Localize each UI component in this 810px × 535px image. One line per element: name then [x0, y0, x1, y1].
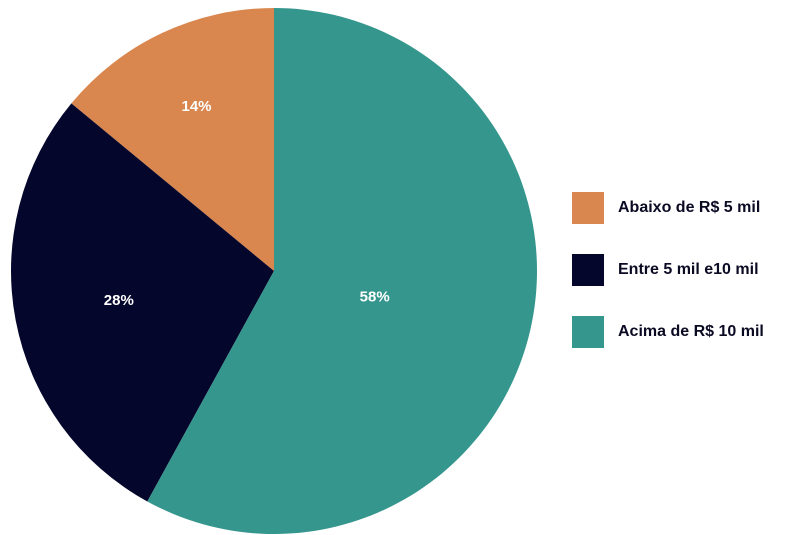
pie-slice-labels: 14% 28% 58%: [104, 98, 390, 309]
legend-label-entre: Entre 5 mil e10 mil: [618, 261, 759, 278]
legend-label-acima: Acima de R$ 10 mil: [618, 323, 764, 340]
pie-slices: [11, 8, 537, 534]
legend-swatch-acima: [572, 316, 604, 348]
pie-slice-label-acima: 58%: [360, 288, 390, 305]
legend: Abaixo de R$ 5 mil Entre 5 mil e10 mil A…: [572, 192, 810, 378]
pie-slice-label-entre: 28%: [104, 292, 134, 309]
pie-slice-label-abaixo: 14%: [181, 98, 211, 115]
legend-item-acima: Acima de R$ 10 mil: [572, 316, 810, 348]
legend-swatch-abaixo: [572, 192, 604, 224]
legend-swatch-entre: [572, 254, 604, 286]
legend-item-abaixo: Abaixo de R$ 5 mil: [572, 192, 810, 224]
legend-label-abaixo: Abaixo de R$ 5 mil: [618, 199, 761, 216]
legend-item-entre: Entre 5 mil e10 mil: [572, 254, 810, 286]
pie-slice-acima: [147, 8, 537, 534]
pie-slice-entre: [11, 103, 274, 502]
pie-slice-abaixo: [71, 8, 274, 271]
